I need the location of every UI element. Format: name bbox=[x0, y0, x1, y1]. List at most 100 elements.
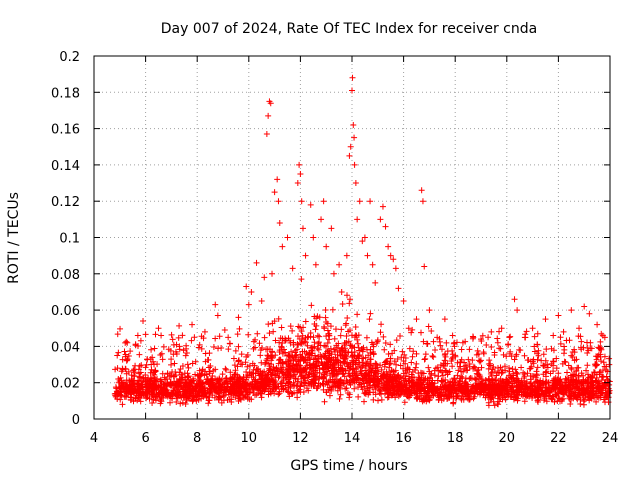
data-point bbox=[421, 387, 428, 394]
data-point bbox=[396, 384, 403, 391]
data-point bbox=[560, 395, 567, 402]
data-point bbox=[426, 368, 433, 375]
data-point bbox=[406, 345, 413, 352]
data-point bbox=[266, 365, 273, 372]
data-point bbox=[529, 325, 536, 332]
data-point bbox=[319, 380, 326, 387]
data-point bbox=[424, 388, 431, 395]
data-point bbox=[265, 112, 272, 119]
data-point bbox=[458, 346, 465, 353]
data-point bbox=[342, 345, 349, 352]
data-point bbox=[243, 283, 250, 290]
data-point bbox=[364, 252, 371, 259]
data-point bbox=[298, 370, 305, 377]
data-point bbox=[279, 335, 286, 342]
data-point bbox=[384, 385, 391, 392]
data-point bbox=[542, 357, 549, 364]
data-point bbox=[152, 378, 159, 385]
data-point bbox=[149, 370, 156, 377]
data-point bbox=[322, 354, 329, 361]
data-point bbox=[550, 362, 557, 369]
data-point bbox=[419, 198, 426, 205]
data-point bbox=[297, 389, 304, 396]
data-point bbox=[143, 394, 150, 401]
data-point bbox=[487, 360, 494, 367]
data-point bbox=[425, 364, 432, 371]
data-point bbox=[128, 397, 135, 404]
data-point bbox=[466, 375, 473, 382]
data-point bbox=[266, 383, 273, 390]
data-point bbox=[398, 381, 405, 388]
data-point bbox=[535, 347, 542, 354]
data-point bbox=[557, 389, 564, 396]
data-point bbox=[580, 398, 587, 405]
data-point bbox=[336, 395, 343, 402]
data-point bbox=[362, 354, 369, 361]
data-point bbox=[402, 360, 409, 367]
data-point bbox=[542, 316, 549, 323]
data-point bbox=[588, 345, 595, 352]
data-point bbox=[168, 356, 175, 363]
data-point bbox=[557, 334, 564, 341]
data-point bbox=[400, 384, 407, 391]
data-point bbox=[386, 369, 393, 376]
data-point bbox=[168, 390, 175, 397]
data-point bbox=[560, 328, 567, 335]
data-point bbox=[409, 353, 416, 360]
data-point bbox=[401, 399, 408, 406]
data-point bbox=[593, 388, 600, 395]
data-point bbox=[514, 307, 521, 314]
data-point bbox=[176, 322, 183, 329]
data-point bbox=[247, 389, 254, 396]
y-tick-label: 0.04 bbox=[51, 340, 80, 355]
data-point bbox=[278, 343, 285, 350]
data-point bbox=[507, 373, 514, 380]
data-point bbox=[160, 380, 167, 387]
data-point bbox=[402, 391, 409, 398]
x-tick-label: 10 bbox=[241, 431, 258, 446]
data-point bbox=[347, 381, 354, 388]
data-point bbox=[310, 234, 317, 241]
data-point bbox=[513, 351, 520, 358]
data-point bbox=[337, 391, 344, 398]
data-point bbox=[268, 354, 275, 361]
x-tick-label: 8 bbox=[193, 431, 201, 446]
data-point bbox=[423, 398, 430, 405]
data-point bbox=[456, 363, 463, 370]
data-point bbox=[437, 361, 444, 368]
data-point bbox=[337, 352, 344, 359]
data-point bbox=[305, 351, 312, 358]
data-point bbox=[318, 373, 325, 380]
data-point bbox=[335, 383, 342, 390]
data-point bbox=[340, 370, 347, 377]
data-point bbox=[161, 381, 168, 388]
data-point bbox=[480, 349, 487, 356]
data-point bbox=[505, 379, 512, 386]
data-point bbox=[336, 379, 343, 386]
data-point bbox=[263, 382, 270, 389]
data-point bbox=[202, 379, 209, 386]
data-point bbox=[473, 351, 480, 358]
data-point bbox=[476, 381, 483, 388]
data-point bbox=[157, 352, 164, 359]
data-point bbox=[497, 364, 504, 371]
data-point bbox=[430, 383, 437, 390]
data-point bbox=[296, 335, 303, 342]
data-point bbox=[231, 388, 238, 395]
data-point bbox=[343, 377, 350, 384]
data-point bbox=[601, 334, 608, 341]
data-point bbox=[498, 325, 505, 332]
data-point bbox=[603, 373, 610, 380]
data-point bbox=[431, 389, 438, 396]
data-point bbox=[327, 323, 334, 330]
data-point bbox=[125, 352, 132, 359]
data-point bbox=[380, 333, 387, 340]
data-point bbox=[331, 379, 338, 386]
data-point bbox=[534, 341, 541, 348]
data-point bbox=[151, 377, 158, 384]
data-point bbox=[147, 375, 154, 382]
data-point bbox=[235, 357, 242, 364]
data-point bbox=[289, 265, 296, 272]
data-point bbox=[598, 346, 605, 353]
data-point bbox=[323, 389, 330, 396]
